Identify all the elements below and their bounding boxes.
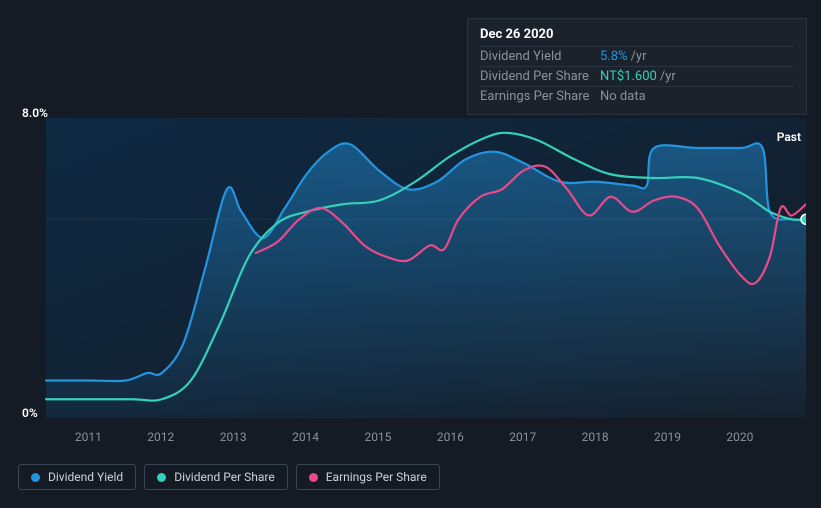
legend-label: Dividend Yield bbox=[48, 470, 123, 484]
tooltip-row-label: Earnings Per Share bbox=[480, 89, 600, 104]
x-axis-tick: 2013 bbox=[220, 430, 247, 444]
legend-item-earnings-per-share[interactable]: Earnings Per Share bbox=[296, 464, 440, 490]
legend-label: Dividend Per Share bbox=[174, 470, 275, 484]
tooltip-row: Dividend Yield5.8%/yr bbox=[480, 46, 794, 66]
tooltip-row-value: NT$1.600/yr bbox=[600, 69, 676, 84]
chart-tooltip: Dec 26 2020 Dividend Yield5.8%/yrDividen… bbox=[467, 18, 807, 115]
y-axis-min-label: 0% bbox=[22, 406, 38, 420]
legend-item-dividend-yield[interactable]: Dividend Yield bbox=[18, 464, 136, 490]
x-axis-tick: 2019 bbox=[654, 430, 681, 444]
x-axis-tick: 2017 bbox=[509, 430, 536, 444]
legend-dot bbox=[31, 473, 40, 482]
tooltip-date: Dec 26 2020 bbox=[480, 27, 794, 46]
past-label: Past bbox=[777, 130, 801, 144]
tooltip-row-value: No data bbox=[600, 89, 646, 104]
y-axis-max-label: 8.0% bbox=[22, 106, 48, 120]
x-axis-tick: 2018 bbox=[582, 430, 609, 444]
legend-item-dividend-per-share[interactable]: Dividend Per Share bbox=[144, 464, 288, 490]
x-axis-tick: 2012 bbox=[147, 430, 174, 444]
tooltip-row-label: Dividend Per Share bbox=[480, 69, 600, 84]
x-axis-tick: 2020 bbox=[726, 430, 753, 444]
legend: Dividend Yield Dividend Per Share Earnin… bbox=[18, 464, 440, 490]
legend-dot bbox=[309, 473, 318, 482]
x-axis-tick: 2016 bbox=[437, 430, 464, 444]
tooltip-row: Dividend Per ShareNT$1.600/yr bbox=[480, 66, 794, 86]
x-axis-labels: 2011 2012 2013 2014 2015 2016 2017 2018 2019 2020 bbox=[45, 430, 821, 444]
tooltip-row-value: 5.8%/yr bbox=[600, 49, 646, 64]
x-axis-tick: 2011 bbox=[75, 430, 102, 444]
x-axis-tick: 2014 bbox=[292, 430, 319, 444]
tooltip-row-label: Dividend Yield bbox=[480, 49, 600, 64]
tooltip-row: Earnings Per ShareNo data bbox=[480, 86, 794, 106]
legend-dot bbox=[157, 473, 166, 482]
x-axis-tick: 2015 bbox=[364, 430, 391, 444]
legend-label: Earnings Per Share bbox=[326, 470, 427, 484]
